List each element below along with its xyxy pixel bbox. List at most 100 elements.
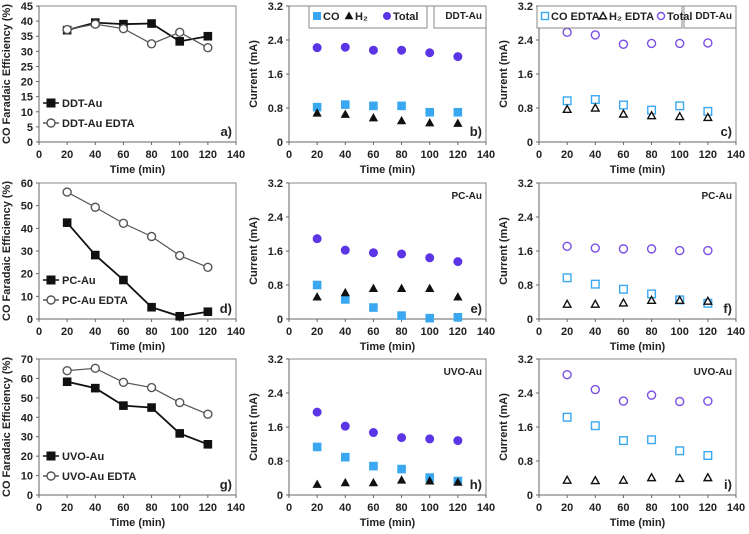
x-tick-label: 140 — [227, 502, 245, 514]
series-h- — [312, 475, 463, 488]
y-tick-label: 2.4 — [268, 212, 284, 224]
data-point — [146, 382, 157, 393]
panel-label: b) — [470, 124, 482, 139]
data-point — [453, 52, 463, 62]
data-point — [146, 231, 157, 242]
series-uvo-au-edta — [62, 363, 213, 419]
y-axis-label: Current (mA) — [498, 393, 510, 461]
y-axis-label: CO Faradaic Efficiency (%) — [1, 4, 13, 144]
x-tick-label: 140 — [477, 326, 495, 338]
data-point — [675, 396, 685, 407]
y-tick-label: 3.2 — [268, 354, 283, 366]
legend-marker — [540, 11, 550, 21]
data-point — [646, 244, 657, 254]
data-point — [618, 100, 628, 110]
data-point — [312, 442, 322, 452]
series-uvo-au — [62, 377, 213, 449]
data-point — [590, 94, 600, 104]
x-tick-label: 100 — [671, 326, 689, 338]
data-point — [562, 412, 572, 422]
x-tick-label: 120 — [449, 326, 467, 338]
panel-label: i) — [724, 477, 732, 492]
data-point — [368, 248, 378, 258]
legend-marker — [383, 12, 391, 20]
x-tick-label: 100 — [671, 149, 689, 161]
legend-label: PC-Au — [62, 275, 96, 287]
x-tick-label: 120 — [199, 326, 217, 338]
data-point — [118, 377, 129, 388]
x-tick-label: 60 — [367, 502, 379, 514]
x-tick-label: 20 — [311, 326, 323, 338]
y-tick-label: 0 — [27, 314, 33, 326]
sample-label: UVO-Au — [694, 367, 732, 378]
x-tick-label: 120 — [449, 149, 467, 161]
data-point — [147, 302, 156, 312]
series-co — [312, 442, 463, 486]
chart-panel-h: 0 20 40 60 80 100 120 140 0 0.8 1.6 2.4 3.2 Time (min… — [248, 354, 495, 529]
data-point — [203, 262, 213, 273]
x-tick-label: 100 — [171, 326, 189, 338]
series-ddt-au — [62, 18, 213, 46]
data-point — [175, 27, 185, 37]
y-axis-label: CO Faradaic Efficiency (%) — [1, 357, 13, 497]
y-tick-label: 70 — [21, 354, 33, 366]
data-point — [646, 472, 657, 482]
data-point — [453, 257, 463, 267]
y-tick-label: 3.2 — [518, 354, 533, 366]
sample-label: PC-Au — [701, 191, 732, 202]
data-point — [340, 421, 350, 431]
data-point — [119, 275, 128, 285]
chart-panel-a: 0 20 40 60 80 100 120 140 0 5 10 15 20 25 30 35 40 45 Time… — [1, 1, 245, 176]
x-tick-label: 120 — [449, 502, 467, 514]
chart-panel-c: 0 20 40 60 80 100 120 140 0 0.8 1.6 2.4 3.2 Time (min… — [498, 1, 745, 176]
data-point — [618, 297, 629, 307]
panel-label: h) — [470, 477, 482, 492]
data-point — [618, 474, 629, 484]
x-tick-label: 100 — [671, 502, 689, 514]
data-point — [203, 43, 213, 53]
y-tick-label: 20 — [21, 77, 33, 89]
y-tick-label: 2.4 — [518, 212, 534, 224]
legend-marker — [656, 11, 666, 21]
data-point — [203, 409, 213, 419]
x-tick-label: 100 — [421, 502, 439, 514]
data-point — [312, 407, 322, 417]
data-point — [175, 397, 185, 408]
y-tick-label: 0.8 — [518, 280, 533, 292]
series-co — [312, 280, 463, 323]
x-tick-label: 60 — [117, 149, 129, 161]
series-pc-au — [62, 218, 213, 321]
y-tick-label: 3.2 — [518, 1, 533, 13]
data-point — [590, 102, 601, 112]
data-point — [203, 307, 213, 317]
y-tick-label: 3.2 — [268, 1, 283, 13]
y-tick-label: 0.8 — [518, 103, 533, 115]
data-point — [646, 390, 657, 400]
series-total — [312, 42, 463, 62]
data-point — [453, 118, 463, 127]
x-tick-label: 40 — [589, 326, 601, 338]
y-tick-label: 60 — [21, 178, 33, 190]
series-total — [562, 27, 713, 49]
x-axis-label: Time (min) — [110, 517, 166, 529]
data-point — [703, 450, 713, 460]
data-point — [312, 234, 322, 244]
data-point — [453, 313, 463, 322]
x-tick-label: 80 — [145, 326, 157, 338]
legend-marker — [598, 11, 608, 20]
x-tick-label: 140 — [227, 149, 245, 161]
panel-label: f) — [723, 301, 732, 316]
data-point — [703, 38, 713, 48]
x-tick-label: 0 — [36, 149, 42, 161]
data-point — [90, 19, 100, 29]
y-tick-label: 40 — [21, 223, 33, 235]
x-tick-label: 20 — [61, 149, 73, 161]
x-tick-label: 100 — [421, 149, 439, 161]
legend-label: H₂ EDTA — [609, 11, 654, 23]
series-co-edta — [562, 94, 713, 116]
y-tick-label: 30 — [21, 46, 33, 58]
data-point — [618, 396, 629, 406]
panel-label: e) — [470, 301, 482, 316]
data-point — [618, 436, 628, 446]
